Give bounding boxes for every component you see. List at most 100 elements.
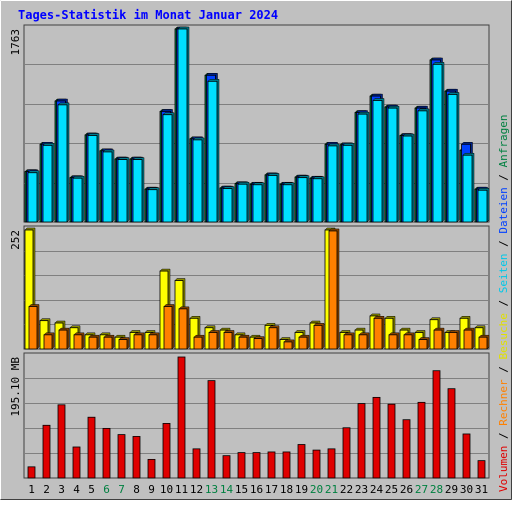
bar-rechner [133,332,145,350]
bar-volumen [387,403,396,479]
x-tick-label: 2 [43,483,50,496]
x-tick-label: 19 [295,483,308,496]
x-tick-label: 20 [310,483,323,496]
bar-rechner [283,339,295,350]
x-tick-label: 9 [148,483,155,496]
bar-seiten [192,137,205,223]
bar-seiten [72,175,85,223]
bar-volumen [57,404,66,479]
bar-volumen [102,427,111,479]
legend-besuche: Besuche [497,313,510,359]
bar-volumen [177,356,186,479]
bar-seiten [462,152,475,223]
x-tick-label: 5 [88,483,95,496]
x-tick-label: 17 [265,483,278,496]
x-tick-label: 1 [28,483,35,496]
x-tick-label: 14 [220,483,234,496]
legend-seiten: Seiten [497,254,510,294]
bar-volumen [72,446,81,479]
bar-rechner [208,330,220,350]
bar-volumen [192,448,201,479]
bar-rechner [103,334,115,350]
x-tick-label: 23 [355,483,368,496]
x-tick-label: 29 [445,483,458,496]
bar-rechner [268,325,280,350]
bar-volumen [372,396,381,479]
x-tick-label: 24 [370,483,384,496]
bar-rechner [238,334,250,350]
bar-volumen [162,423,171,479]
legend-volumen: Volumen [497,446,510,492]
x-tick-label: 11 [175,483,188,496]
bar-rechner [403,332,415,350]
legend-separator: / [497,360,510,380]
x-tick-label: 7 [118,483,125,496]
x-tick-label: 21 [325,483,338,496]
bar-seiten [477,188,490,223]
bar-seiten [27,170,40,223]
bar-seiten [87,133,100,223]
legend-separator: / [497,167,510,187]
bar-volumen [327,448,336,479]
panel-bottom: 195.10 MB [9,352,490,479]
bar-seiten [387,105,400,223]
bar-seiten [237,181,250,223]
bar-rechner [343,332,355,350]
bar-seiten [342,143,355,223]
bar-volumen [462,433,471,479]
bar-volumen [432,370,441,479]
plot-area-middle [23,225,490,350]
x-tick-label: 16 [250,483,263,496]
bar-seiten [147,187,160,223]
bar-seiten [207,79,220,223]
bar-volumen [222,455,231,479]
x-tick-label: 26 [400,483,413,496]
bar-rechner [448,330,460,350]
bar-volumen [117,434,126,479]
bar-rechner [88,334,100,350]
x-tick-label: 3 [58,483,65,496]
bar-rechner [373,316,385,350]
bar-volumen [312,449,321,479]
bar-rechner [163,304,175,350]
bar-volumen [147,458,156,479]
x-tick-label: 12 [190,483,203,496]
bar-seiten [57,102,70,223]
bar-seiten [177,26,190,223]
panel-top: 1763 [9,24,490,223]
y-max-label-top: 1763 [9,29,22,56]
bar-rechner [463,327,475,350]
chart-panels: 1763 252 195.10 MB [9,24,490,479]
bar-volumen [282,451,291,479]
bar-volumen [87,416,96,479]
bar-rechner [28,304,40,350]
x-tick-label: 22 [340,483,353,496]
bar-seiten [222,186,235,223]
bar-volumen [477,460,486,479]
x-tick-label: 15 [235,483,248,496]
bar-seiten [162,112,175,223]
bar-rechner [478,334,490,350]
bar-rechner [193,334,205,350]
bar-volumen [132,436,141,479]
x-tick-label: 6 [103,483,110,496]
bar-seiten [42,143,55,223]
bar-seiten [417,108,430,223]
legend-separator: / [497,234,510,254]
bar-seiten [312,176,325,223]
bar-rechner [388,332,400,350]
bar-volumen [237,452,246,479]
bar-seiten [402,133,415,223]
bar-volumen [207,380,216,479]
bar-rechner [58,327,70,350]
bar-volumen [27,466,36,479]
bar-rechner [313,323,325,350]
bar-seiten [117,157,130,223]
chart-title: Tages-Statistik im Monat Januar 2024 [18,8,278,22]
bar-seiten [282,182,295,223]
bar-rechner [73,332,85,350]
bar-seiten [372,98,385,223]
panel-middle: 252 [9,225,490,350]
bar-volumen [342,427,351,479]
